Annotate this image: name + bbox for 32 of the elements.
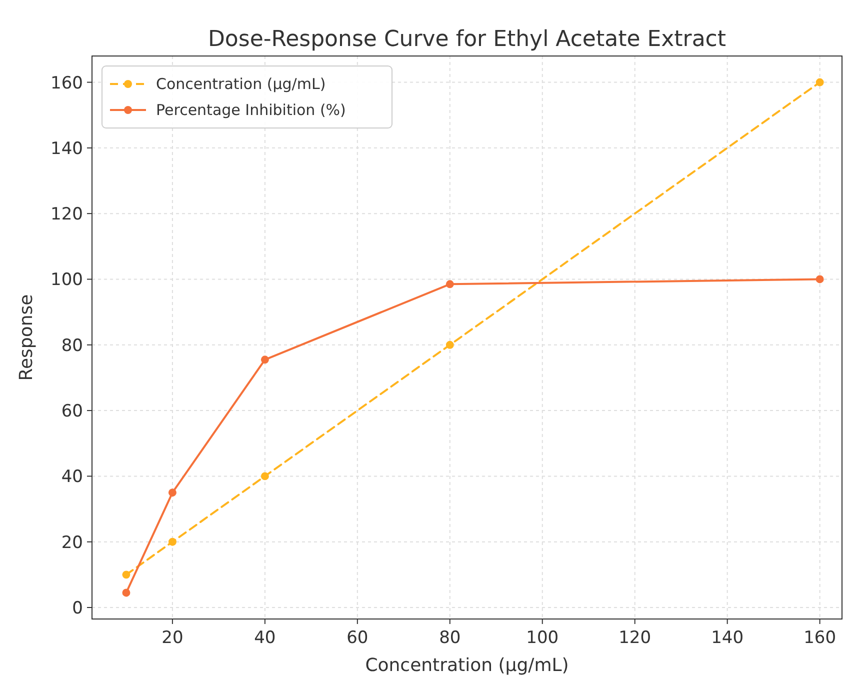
y-tick-label: 0 (72, 598, 83, 619)
point (260, 472, 269, 480)
y-tick-label: 80 (61, 336, 83, 356)
x-tick-label: 40 (254, 628, 276, 648)
x-tick-label: 140 (711, 628, 744, 648)
x-tick-label: 20 (162, 628, 184, 648)
y-tick-label: 160 (50, 73, 83, 94)
y-tick-label: 20 (61, 532, 83, 553)
point (122, 588, 130, 597)
point (122, 570, 130, 579)
point (816, 78, 824, 86)
x-tick-label: 160 (804, 628, 836, 648)
x-tick-label: 80 (439, 628, 461, 648)
y-axis-title: Response (16, 294, 37, 381)
y-tick-label: 120 (50, 204, 83, 225)
y-tick-label: 100 (50, 270, 83, 290)
point (816, 275, 824, 284)
point (260, 356, 269, 364)
point (446, 280, 454, 288)
x-tick-label: 120 (618, 628, 652, 648)
legend-label: Percentage Inhibition (%) (156, 101, 346, 119)
point (168, 538, 176, 546)
y-tick-label: 140 (50, 138, 83, 159)
x-tick-label: 100 (526, 628, 559, 648)
x-axis-title: Concentration (µg/mL) (365, 655, 569, 676)
y-tick-label: 40 (61, 467, 83, 488)
legend-label: Concentration (µg/mL) (156, 75, 326, 93)
x-tick-label: 60 (346, 628, 368, 648)
point (446, 340, 454, 349)
chart-title: Dose-Response Curve for Ethyl Acetate Extract (208, 27, 726, 52)
y-tick-label: 60 (61, 402, 83, 422)
point (168, 488, 176, 497)
